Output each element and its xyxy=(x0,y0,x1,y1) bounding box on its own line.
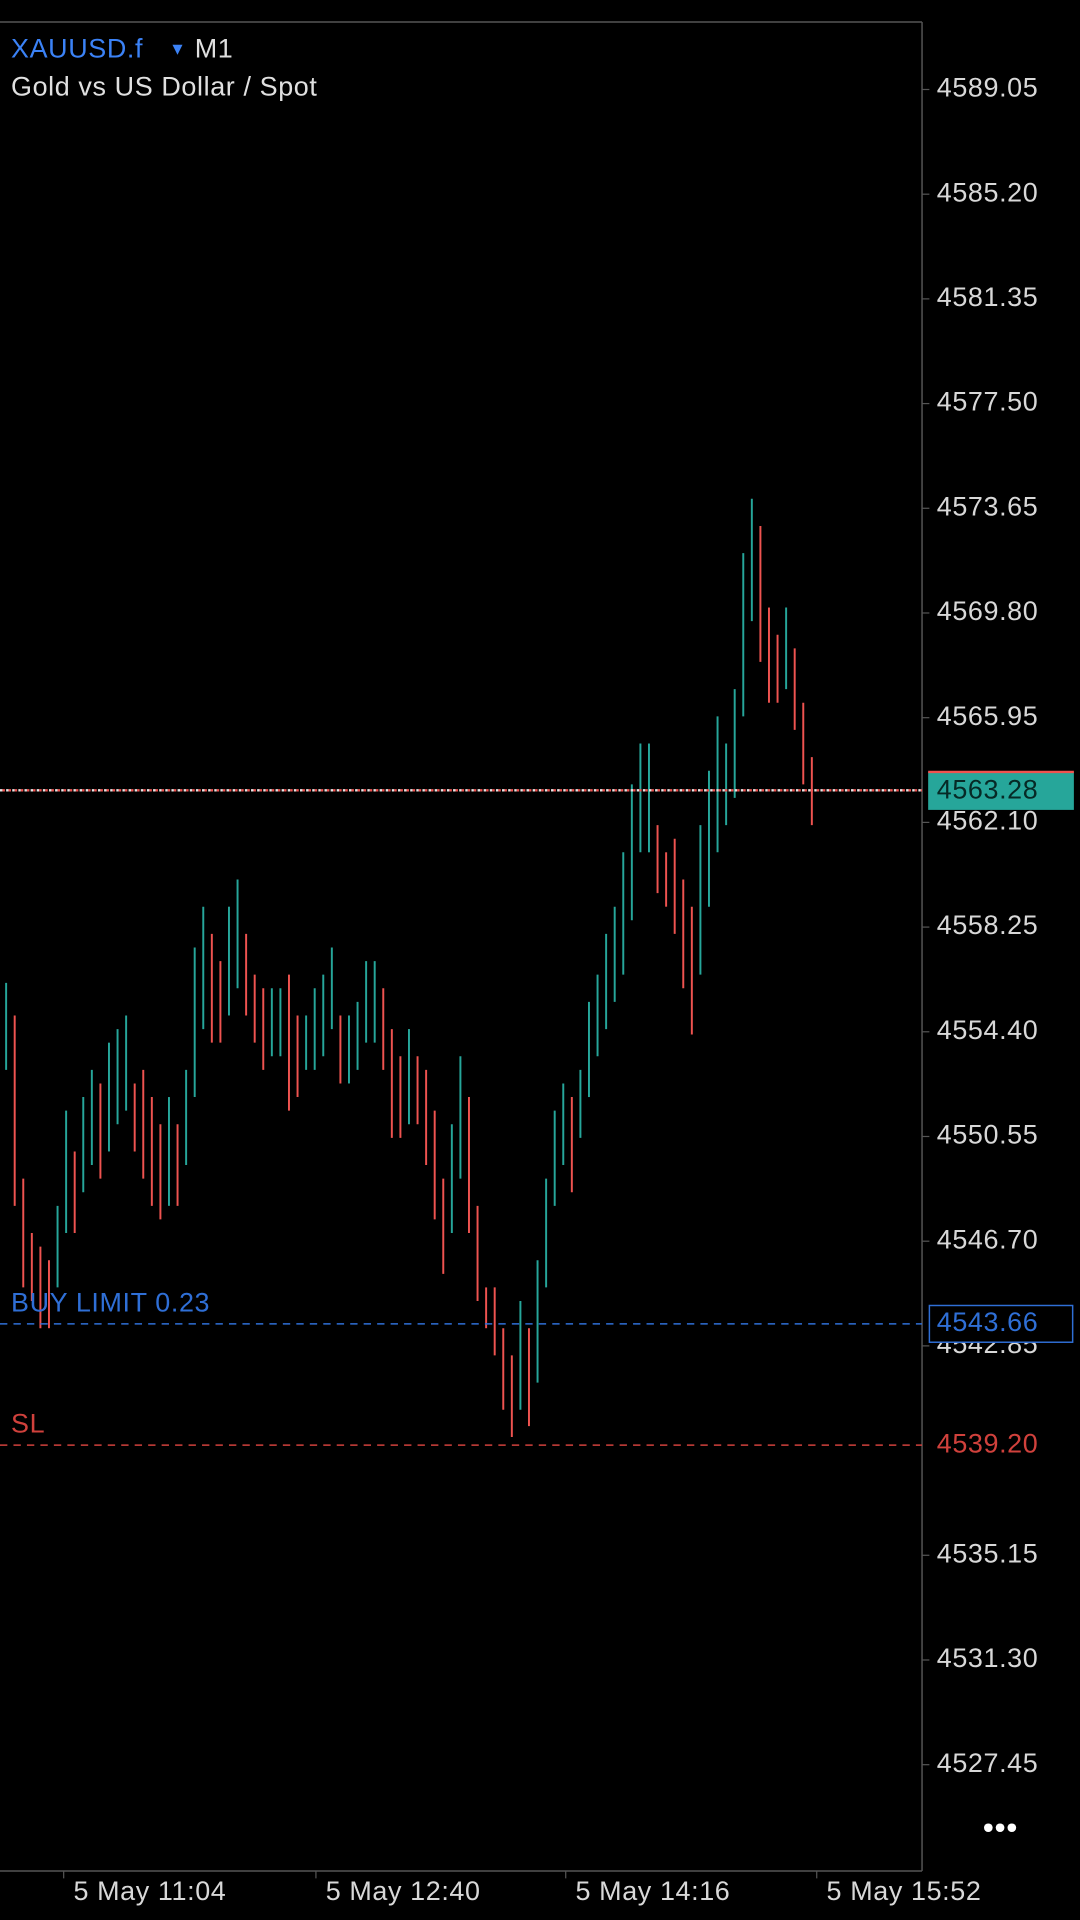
current-price-box xyxy=(928,771,1074,810)
y-tick-label: 4589.05 xyxy=(937,73,1039,103)
timeframe[interactable]: M1 xyxy=(195,33,234,63)
order-price-label: 4543.66 xyxy=(937,1307,1039,1337)
symbol-dropdown[interactable]: ▼ xyxy=(169,39,187,59)
y-tick-label: 4554.40 xyxy=(937,1015,1039,1045)
x-tick-label: 5 May 14:16 xyxy=(576,1876,731,1906)
y-tick-label: 4577.50 xyxy=(937,387,1039,417)
y-tick-label: 4562.10 xyxy=(937,805,1039,835)
y-tick-label: 4531.30 xyxy=(937,1643,1039,1673)
x-tick-label: 5 May 11:04 xyxy=(73,1876,226,1906)
order-price-box xyxy=(928,1304,1074,1343)
x-tick-label: 5 May 12:40 xyxy=(326,1876,481,1906)
order-price-bg xyxy=(929,1426,1073,1464)
y-tick-label: 4558.25 xyxy=(937,910,1039,940)
order-level-name: BUY LIMIT 0.23 xyxy=(11,1287,210,1317)
order-level-name: SL xyxy=(11,1409,45,1439)
order-price-label: 4539.20 xyxy=(937,1428,1039,1458)
more-menu[interactable]: ••• xyxy=(983,1809,1018,1845)
y-tick-label: 4550.55 xyxy=(937,1120,1039,1150)
symbol[interactable]: XAUUSD.f xyxy=(11,33,143,63)
x-tick-label: 5 May 15:52 xyxy=(827,1876,982,1906)
current-price-label: 4563.28 xyxy=(937,775,1039,805)
y-tick-label: 4573.65 xyxy=(937,491,1039,521)
y-tick-label: 4565.95 xyxy=(937,701,1039,731)
y-tick-label: 4527.45 xyxy=(937,1748,1039,1778)
y-tick-label: 4546.70 xyxy=(937,1224,1039,1254)
y-tick-label: 4535.15 xyxy=(937,1538,1039,1568)
y-tick-label: 4585.20 xyxy=(937,177,1039,207)
subtitle: Gold vs US Dollar / Spot xyxy=(11,71,317,101)
y-tick-label: 4581.35 xyxy=(937,282,1039,312)
y-tick-label: 4569.80 xyxy=(937,596,1039,626)
